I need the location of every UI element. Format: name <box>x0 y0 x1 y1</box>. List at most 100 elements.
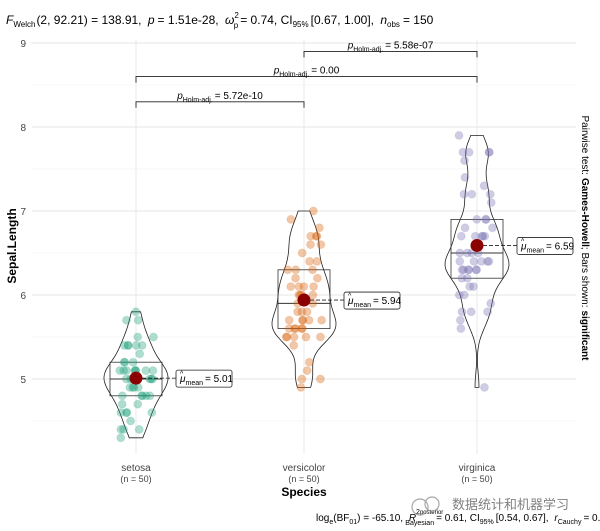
data-point-versicolor <box>315 332 325 342</box>
chart-caption: loge(BF01) = -65.10, R2posterior Bayesian… <box>316 509 600 527</box>
data-point-virginica <box>481 214 491 224</box>
data-point-virginica <box>456 324 466 334</box>
data-point-virginica <box>471 265 481 275</box>
data-point-setosa <box>133 332 143 342</box>
data-point-setosa <box>120 357 130 367</box>
data-point-virginica <box>472 214 482 224</box>
data-point-setosa <box>137 340 147 350</box>
mean-point-versicolor <box>297 293 311 307</box>
data-point-virginica <box>459 290 469 300</box>
data-point-virginica <box>487 223 497 233</box>
y-tick-label: 9 <box>20 39 26 50</box>
data-point-setosa <box>121 408 131 418</box>
data-point-setosa <box>119 366 129 376</box>
x-tick-n-label: (n = 50) <box>120 474 151 484</box>
data-point-virginica <box>481 214 491 224</box>
data-point-virginica <box>483 307 493 317</box>
data-point-versicolor <box>301 332 311 342</box>
mean-point-virginica <box>470 238 484 252</box>
data-point-setosa <box>145 374 155 384</box>
data-point-versicolor <box>309 282 319 292</box>
data-point-setosa <box>122 366 132 376</box>
data-point-virginica <box>472 265 482 275</box>
comparison-label: pHolm-adj. = 0.00 <box>273 66 340 79</box>
comparison-bracket <box>303 50 478 58</box>
data-point-versicolor <box>304 357 314 367</box>
data-point-virginica <box>469 282 479 292</box>
data-point-versicolor <box>312 231 322 241</box>
mean-hat: ^ <box>521 238 525 245</box>
data-point-setosa <box>128 357 138 367</box>
y-axis-title: Sepal.Length <box>5 208 19 283</box>
data-point-virginica <box>459 265 469 275</box>
data-point-setosa <box>123 340 133 350</box>
data-point-setosa <box>137 391 147 401</box>
watermark-text: 数据统计和机器学习 <box>452 497 569 512</box>
data-point-versicolor <box>289 332 299 342</box>
data-point-versicolor <box>305 256 315 266</box>
data-point-setosa <box>119 357 129 367</box>
data-point-versicolor <box>299 282 309 292</box>
data-point-versicolor <box>306 240 316 250</box>
data-point-versicolor <box>297 315 307 325</box>
data-point-virginica <box>459 189 469 199</box>
data-point-virginica <box>484 147 494 157</box>
data-point-setosa <box>117 391 127 401</box>
data-point-virginica <box>464 265 474 275</box>
data-point-setosa <box>146 374 156 384</box>
data-point-versicolor <box>291 265 301 275</box>
data-point-versicolor <box>294 282 304 292</box>
data-point-virginica <box>464 265 474 275</box>
x-axis-title: Species <box>281 485 327 499</box>
data-point-virginica <box>465 282 475 292</box>
data-point-virginica <box>457 265 467 275</box>
data-point-virginica <box>466 307 476 317</box>
data-point-versicolor <box>281 332 291 342</box>
data-point-virginica <box>462 273 472 283</box>
data-point-virginica <box>476 256 486 266</box>
data-point-setosa <box>115 366 125 376</box>
data-point-versicolor <box>284 315 294 325</box>
data-point-setosa <box>134 424 144 434</box>
data-point-virginica <box>457 273 467 283</box>
data-point-versicolor <box>317 315 327 325</box>
data-point-versicolor <box>283 265 293 275</box>
data-point-virginica <box>455 248 465 258</box>
data-point-setosa <box>135 349 145 359</box>
data-point-versicolor <box>293 307 303 317</box>
data-point-setosa <box>121 315 131 325</box>
data-point-virginica <box>486 298 496 308</box>
comparison-label: pHolm-adj. = 5.72e-10 <box>176 91 263 104</box>
data-point-virginica <box>484 147 494 157</box>
data-point-setosa <box>116 408 126 418</box>
data-point-versicolor <box>289 340 299 350</box>
data-point-virginica <box>454 130 464 140</box>
data-point-setosa <box>141 366 151 376</box>
x-tick-label: setosa <box>121 463 151 474</box>
mean-label-virginica: μmean = 6.59 <box>520 241 575 254</box>
data-point-setosa <box>125 382 135 392</box>
data-point-setosa <box>147 374 157 384</box>
data-point-versicolor <box>308 290 318 300</box>
data-point-setosa <box>133 315 143 325</box>
data-point-versicolor <box>304 315 314 325</box>
mean-label-box <box>516 237 574 255</box>
mean-hat: ^ <box>348 293 352 300</box>
data-point-versicolor <box>311 231 321 241</box>
data-point-versicolor <box>286 214 296 224</box>
data-point-virginica <box>467 189 477 199</box>
data-point-setosa <box>148 366 158 376</box>
data-point-versicolor <box>302 366 312 376</box>
data-point-virginica <box>485 189 495 199</box>
data-point-virginica <box>469 256 479 266</box>
data-point-versicolor <box>316 240 326 250</box>
data-point-virginica <box>480 231 490 241</box>
data-point-versicolor <box>312 273 322 283</box>
data-point-versicolor <box>297 248 307 258</box>
data-point-versicolor <box>308 265 318 275</box>
data-point-versicolor <box>282 332 292 342</box>
data-point-setosa <box>117 399 127 409</box>
data-point-virginica <box>482 256 492 266</box>
data-point-versicolor <box>291 324 301 334</box>
